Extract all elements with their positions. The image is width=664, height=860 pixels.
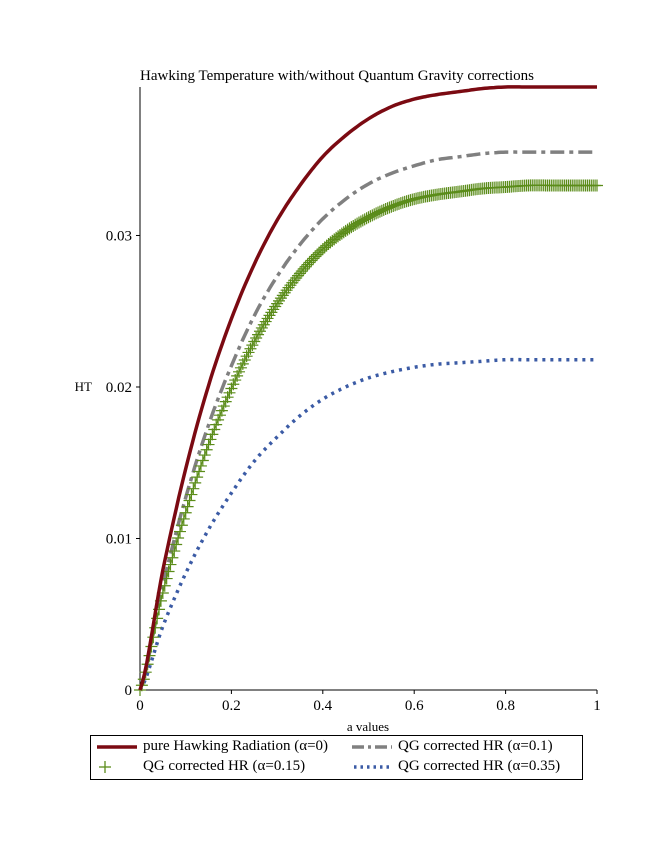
- legend-label-alpha01: QG corrected HR (α=0.1): [398, 738, 553, 754]
- y-tick-label: 0.01: [106, 531, 132, 547]
- legend-swatch-solid: [97, 744, 137, 749]
- series-plus: [134, 179, 603, 696]
- legend-label-alpha015: QG corrected HR (α=0.15): [143, 758, 306, 774]
- series-dashdot: [138, 150, 597, 691]
- legend: pure Hawking Radiation (α=0) QG correcte…: [90, 735, 583, 780]
- series-line-solid: [138, 85, 597, 691]
- y-tick-label: 0.02: [106, 380, 132, 396]
- series-solid: [138, 85, 597, 691]
- x-tick-label: 0.8: [496, 698, 515, 714]
- x-tick-label: 0.6: [405, 698, 424, 714]
- legend-item-alpha0: pure Hawking Radiation (α=0): [97, 738, 328, 755]
- axes: [139, 87, 597, 691]
- x-tick-label: 0.4: [313, 698, 332, 714]
- series-line-dashdot: [138, 150, 597, 691]
- chart-title: Hawking Temperature with/without Quantum…: [140, 68, 534, 84]
- legend-item-alpha015: QG corrected HR (α=0.15): [97, 758, 305, 775]
- legend-swatch-plus: [99, 760, 111, 773]
- ticks: 0 0.2 0.4 0.6 0.8 1 0 0.01 0.02 0.03: [106, 228, 601, 714]
- legend-item-alpha01: QG corrected HR (α=0.1): [352, 738, 553, 755]
- y-tick-label: 0.03: [106, 228, 132, 244]
- series-layer: [134, 85, 603, 696]
- y-tick-label: 0: [125, 683, 133, 699]
- x-axis-label: a values: [347, 719, 389, 734]
- y-axis-label: HT: [75, 379, 92, 394]
- legend-swatch-dashdot: [352, 744, 392, 749]
- legend-label-alpha0: pure Hawking Radiation (α=0): [143, 738, 329, 754]
- series-line-plus: [139, 184, 597, 691]
- x-tick-label: 1: [593, 698, 601, 714]
- legend-swatch-dotted: [354, 764, 392, 769]
- series-line-dotted: [138, 357, 597, 691]
- x-tick-label: 0.2: [222, 698, 241, 714]
- legend-label-alpha035: QG corrected HR (α=0.35): [398, 758, 561, 774]
- x-tick-label: 0: [136, 698, 144, 714]
- legend-item-alpha035: QG corrected HR (α=0.35): [352, 758, 560, 775]
- series-dotted: [138, 357, 597, 691]
